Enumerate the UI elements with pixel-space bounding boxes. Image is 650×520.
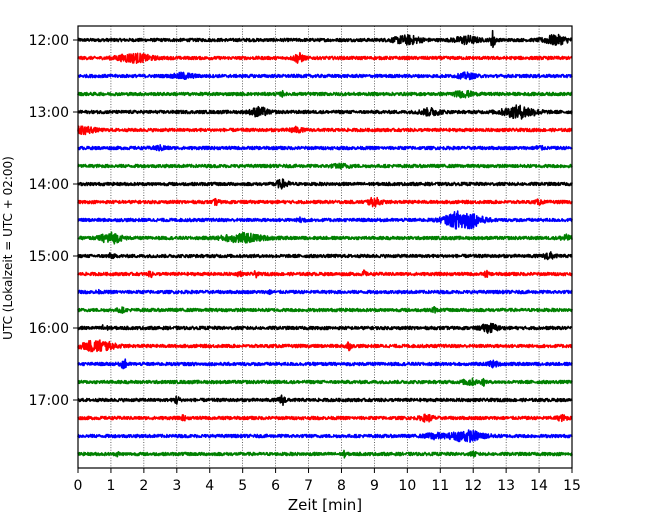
x-tick-label-14: 14 bbox=[530, 478, 548, 494]
trace-1215 bbox=[77, 51, 573, 64]
trace-1615 bbox=[77, 339, 573, 353]
x-tick-label-1: 1 bbox=[106, 478, 115, 494]
x-tick-label-13: 13 bbox=[497, 478, 515, 494]
y-axis-ticks: 12:00 13:00 14:00 15:00 16:00 17:00 bbox=[29, 33, 78, 409]
x-tick-label-8: 8 bbox=[337, 478, 346, 494]
trace-1245 bbox=[77, 89, 573, 99]
x-tick-label-10: 10 bbox=[398, 478, 416, 494]
y-tick-label-3: 15:00 bbox=[29, 249, 69, 265]
trace-1230 bbox=[77, 71, 573, 81]
seismic-traces bbox=[77, 29, 573, 459]
x-grid bbox=[110, 26, 540, 468]
trace-1600 bbox=[77, 322, 573, 334]
trace-1645 bbox=[77, 377, 573, 387]
trace-1530 bbox=[77, 288, 573, 296]
x-tick-label-4: 4 bbox=[205, 478, 214, 494]
trace-1630 bbox=[77, 358, 573, 370]
trace-1445 bbox=[77, 231, 573, 245]
x-tick-label-6: 6 bbox=[271, 478, 280, 494]
x-tick-label-3: 3 bbox=[172, 478, 181, 494]
trace-1730 bbox=[77, 429, 573, 443]
trace-1715 bbox=[77, 413, 573, 423]
trace-1400 bbox=[77, 178, 573, 190]
x-tick-label-15: 15 bbox=[563, 478, 581, 494]
y-tick-label-5: 17:00 bbox=[29, 393, 69, 409]
trace-1415 bbox=[77, 196, 573, 208]
y-tick-label-4: 16:00 bbox=[29, 321, 69, 337]
y-tick-label-0: 12:00 bbox=[29, 33, 69, 49]
trace-1300 bbox=[77, 104, 573, 120]
trace-1515 bbox=[77, 269, 573, 279]
y-axis-label: UTC (Lokalzeit = UTC + 02:00) bbox=[1, 156, 15, 340]
trace-1345 bbox=[77, 162, 573, 170]
trace-1700 bbox=[77, 394, 573, 407]
trace-1745 bbox=[77, 449, 573, 459]
trace-1200 bbox=[77, 29, 573, 49]
x-tick-label-5: 5 bbox=[238, 478, 247, 494]
trace-1330 bbox=[77, 144, 573, 152]
x-tick-label-12: 12 bbox=[464, 478, 482, 494]
x-tick-label-11: 11 bbox=[431, 478, 449, 494]
trace-1430 bbox=[77, 210, 573, 230]
x-axis-label: Zeit [min] bbox=[288, 496, 362, 514]
y-tick-label-2: 14:00 bbox=[29, 177, 69, 193]
y-tick-label-1: 13:00 bbox=[29, 105, 69, 121]
x-axis-ticks: 0 1 2 3 4 5 6 7 8 9 10 11 12 13 14 15 bbox=[74, 468, 581, 494]
trace-1545 bbox=[77, 306, 573, 314]
plot-frame bbox=[77, 25, 573, 469]
x-tick-label-2: 2 bbox=[139, 478, 148, 494]
trace-1500 bbox=[77, 251, 573, 261]
x-tick-label-0: 0 bbox=[74, 478, 83, 494]
trace-1315 bbox=[77, 125, 573, 136]
x-tick-label-9: 9 bbox=[370, 478, 379, 494]
x-tick-label-7: 7 bbox=[304, 478, 313, 494]
